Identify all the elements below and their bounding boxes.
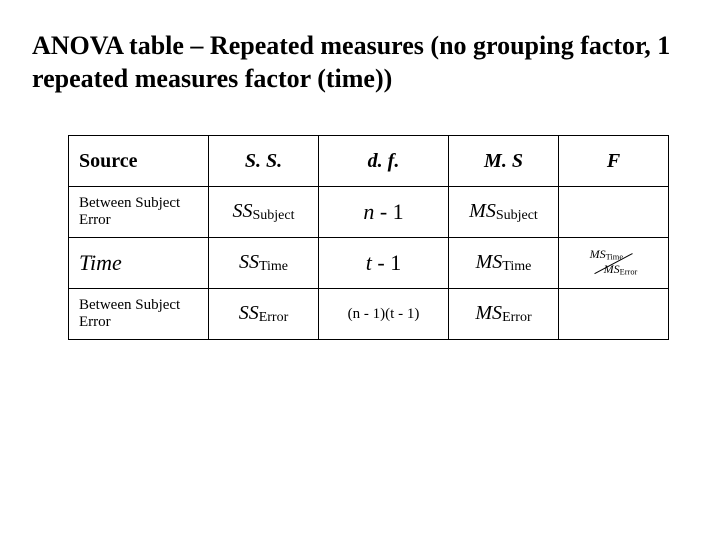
table-header-row: Source S. S. d. f. M. S F [69, 136, 669, 187]
ms-symbol: MS [469, 200, 496, 222]
ss-cell: SSSubject [209, 187, 319, 238]
col-header-ms: M. S [449, 136, 559, 187]
ss-cell: SSTime [209, 238, 319, 289]
df-op: - [380, 199, 387, 224]
f-cell [559, 289, 669, 340]
df-var: n [363, 199, 374, 224]
ms-sub: Subject [496, 208, 538, 223]
f-cell: MSTime MSError [559, 238, 669, 289]
ss-symbol: SS [239, 251, 259, 273]
df-cell: t - 1 [319, 238, 449, 289]
ss-cell: SSError [209, 289, 319, 340]
f-cell [559, 187, 669, 238]
slide: ANOVA table – Repeated measures (no grou… [0, 0, 720, 540]
ms-sub: Error [502, 310, 532, 325]
ms-symbol: MS [476, 251, 503, 273]
f-den-sub: Error [620, 267, 638, 276]
f-den-symbol: MS [604, 262, 620, 276]
f-num-symbol: MS [590, 247, 606, 261]
ss-symbol: SS [239, 302, 259, 324]
ms-sub: Time [502, 259, 531, 274]
f-num-sub: Time [606, 253, 623, 262]
ms-cell: MSError [449, 289, 559, 340]
source-cell: Time [69, 238, 209, 289]
table-row: Between Subject Error SSError (n - 1)(t … [69, 289, 669, 340]
anova-table: Source S. S. d. f. M. S F Between Subjec… [68, 135, 669, 340]
df-text: (n - 1)(t - 1) [348, 306, 420, 322]
df-const: 1 [390, 250, 401, 275]
ms-cell: MSSubject [449, 187, 559, 238]
df-const: 1 [393, 199, 404, 224]
df-var: t [366, 250, 372, 275]
ms-cell: MSTime [449, 238, 559, 289]
df-cell: (n - 1)(t - 1) [319, 289, 449, 340]
source-cell: Between Subject Error [69, 187, 209, 238]
ss-sub: Error [259, 310, 289, 325]
ss-symbol: SS [233, 200, 253, 222]
ss-sub: Time [259, 259, 288, 274]
f-ratio: MSTime MSError [588, 248, 640, 276]
slide-title: ANOVA table – Repeated measures (no grou… [32, 30, 688, 95]
col-header-ss: S. S. [209, 136, 319, 187]
source-cell: Between Subject Error [69, 289, 209, 340]
df-cell: n - 1 [319, 187, 449, 238]
ss-sub: Subject [253, 208, 295, 223]
table-row: Between Subject Error SSSubject n - 1 MS… [69, 187, 669, 238]
col-header-source: Source [69, 136, 209, 187]
df-op: - [377, 250, 384, 275]
ms-symbol: MS [475, 302, 502, 324]
col-header-df: d. f. [319, 136, 449, 187]
col-header-f: F [559, 136, 669, 187]
table-row: Time SSTime t - 1 MSTime [69, 238, 669, 289]
